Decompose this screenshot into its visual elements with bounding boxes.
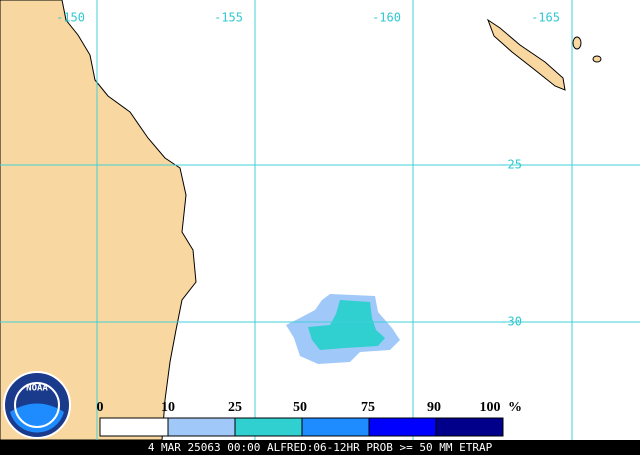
legend-label: 25: [228, 400, 242, 415]
legend-swatch: [99, 417, 169, 437]
probability-area-25-50: [308, 300, 385, 350]
latitude-label: -25: [500, 158, 522, 172]
legend-swatch: [234, 417, 303, 437]
island: [572, 36, 582, 50]
logo-wave: [10, 403, 64, 433]
longitude-label: -160: [372, 11, 401, 25]
legend-label: 10: [161, 400, 175, 415]
australia-land: [0, 0, 197, 441]
legend-unit: %: [508, 400, 522, 415]
longitude-label: -165: [531, 11, 560, 25]
legend-label: 75: [361, 400, 375, 415]
new-caledonia: [486, 18, 566, 91]
legend-label: 90: [427, 400, 441, 415]
latitude-label: -30: [500, 315, 522, 329]
island: [592, 55, 602, 63]
legend-label: 100: [480, 400, 501, 415]
legend-swatch: [301, 417, 370, 437]
footer-text: 4 MAR 25063 00:00 ALFRED:06-12HR PROB >=…: [148, 441, 493, 454]
footer-bar: [0, 440, 640, 455]
legend-label: 50: [293, 400, 307, 415]
logo-ring: [14, 382, 60, 428]
legend-swatch: [435, 417, 504, 437]
legend-swatch: [167, 417, 236, 437]
noaa-logo: NOAA: [3, 371, 71, 439]
legend-swatch: [368, 417, 437, 437]
legend-label: 0: [97, 400, 104, 415]
longitude-label: -155: [214, 11, 243, 25]
logo-text: NOAA: [26, 384, 48, 394]
longitude-label: -150: [56, 11, 85, 25]
